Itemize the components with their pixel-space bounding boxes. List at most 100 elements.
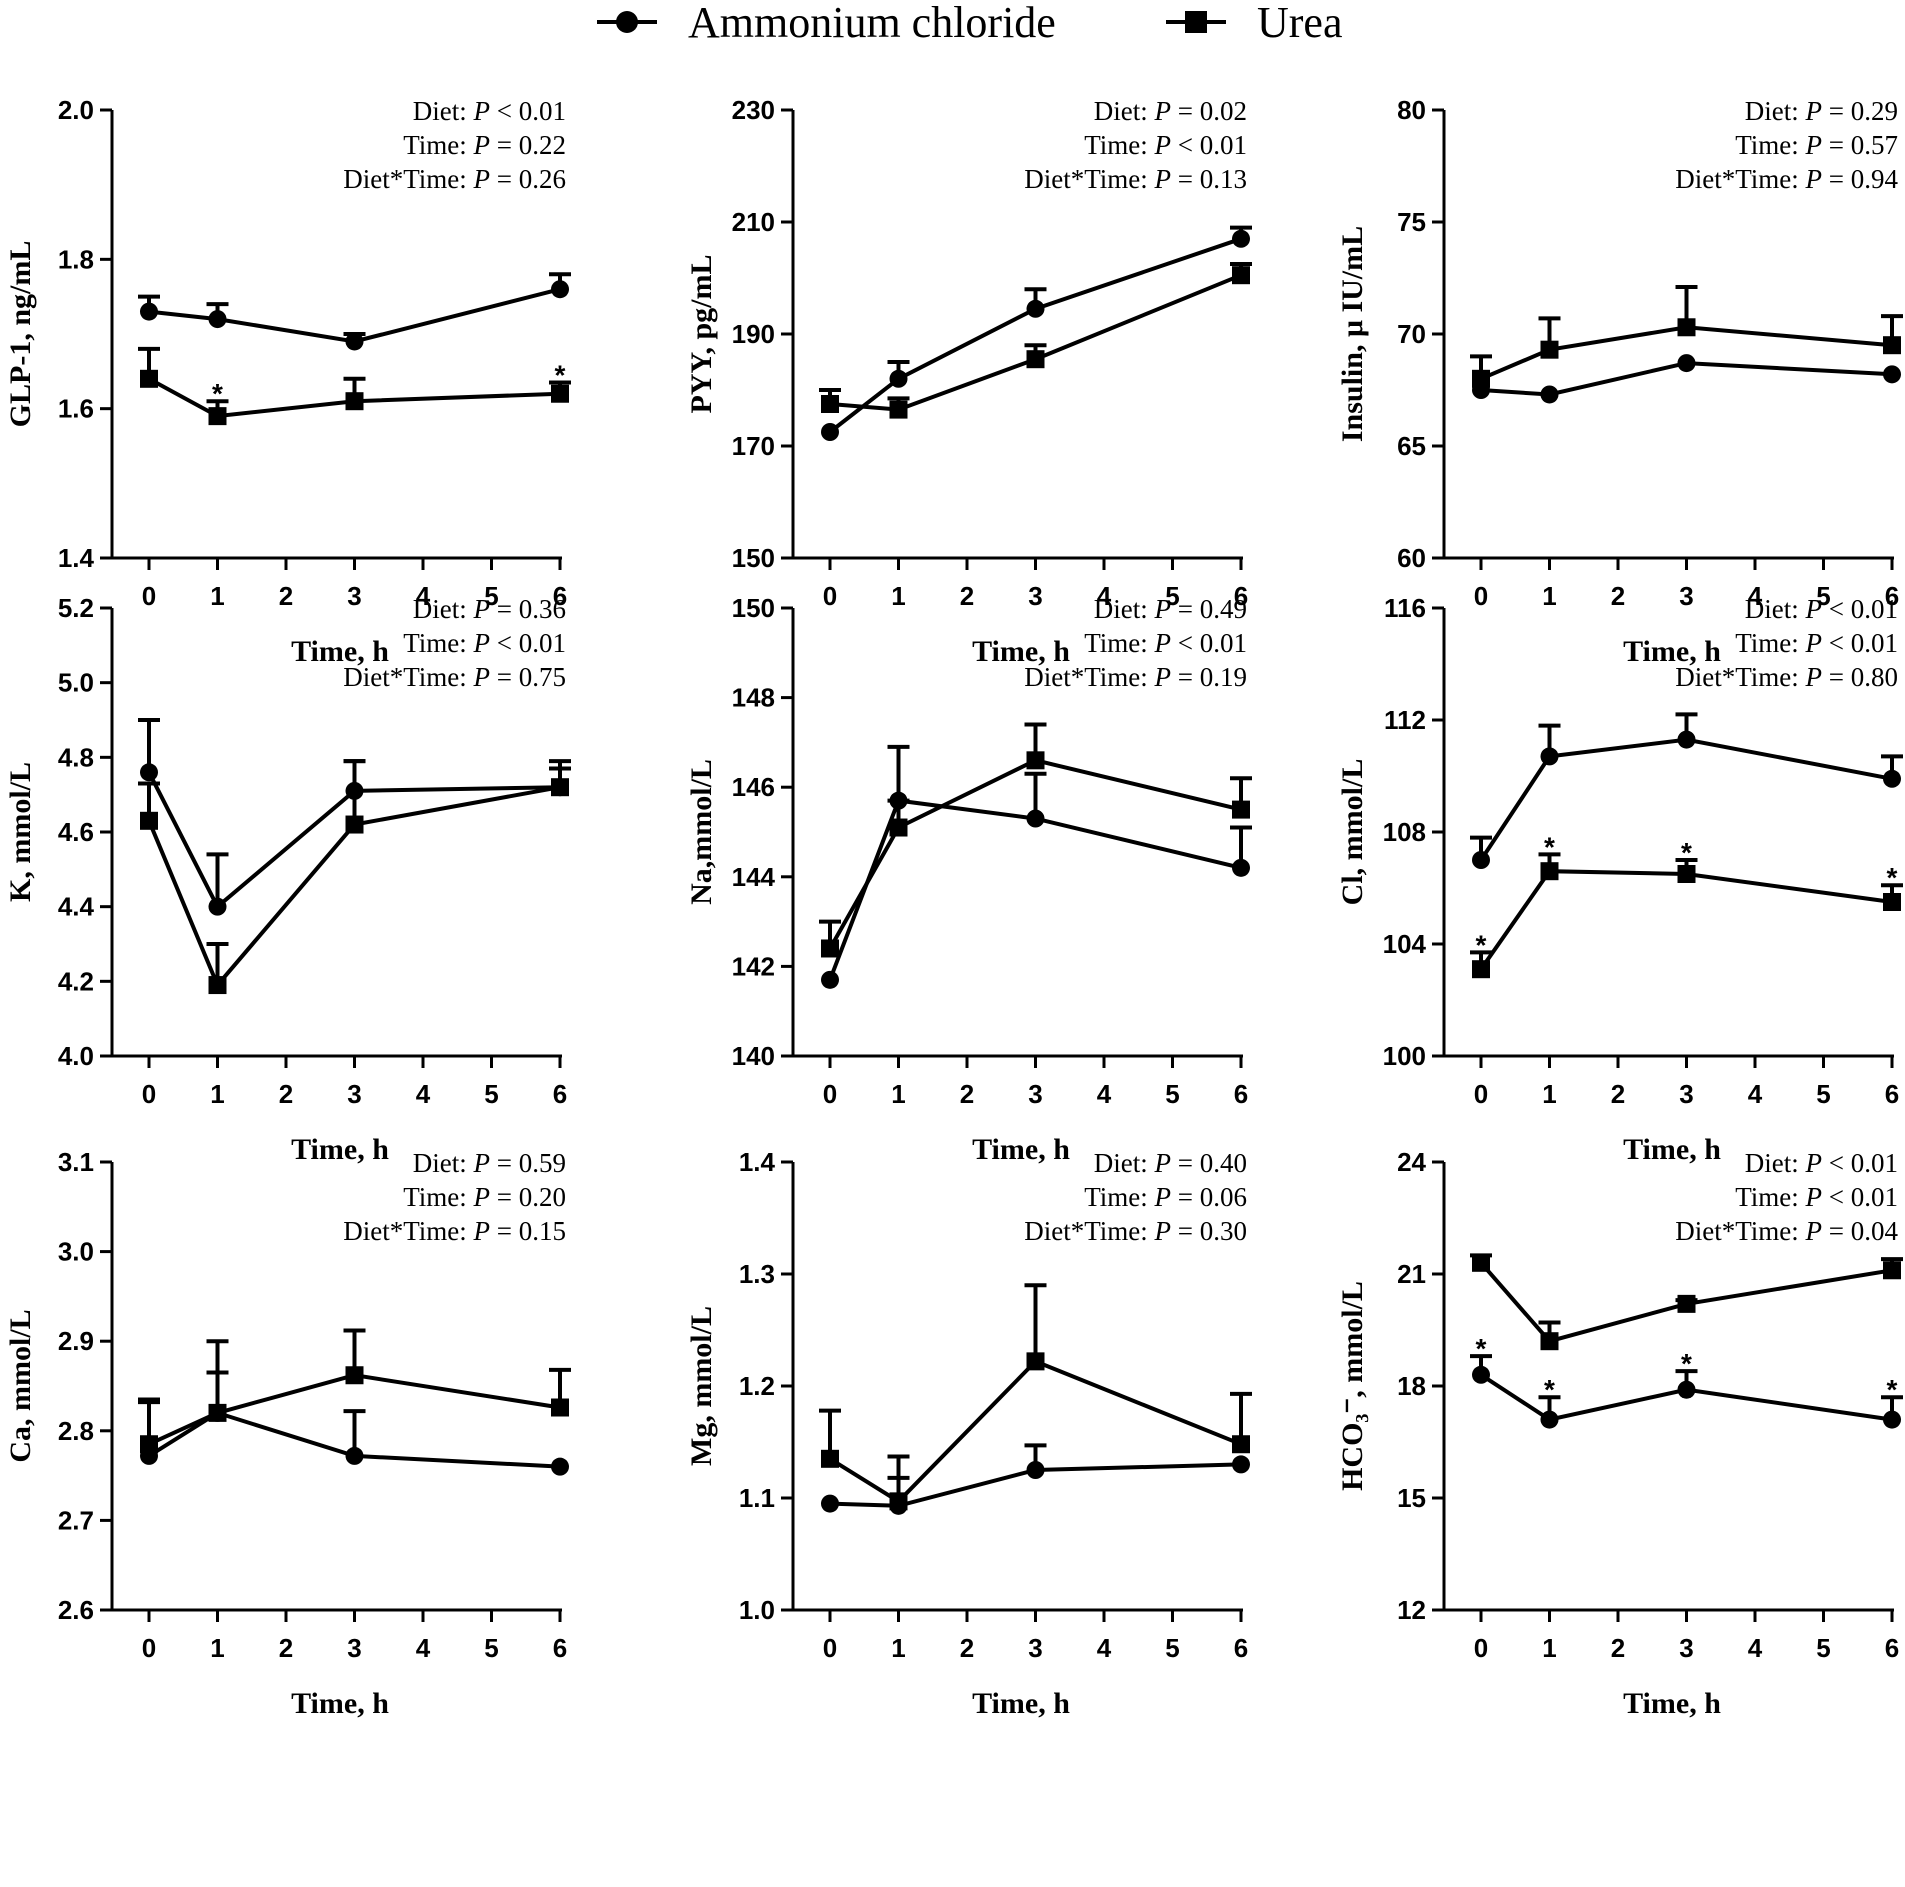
stat-value: = 0.94 [1822,164,1898,194]
x-axis-title: Time, h [972,1687,1070,1720]
x-tick-label: 5 [1816,1079,1830,1109]
x-tick-label: 3 [1028,1079,1042,1109]
y-tick-label: 150 [732,593,775,623]
x-tick-label: 1 [210,1633,224,1663]
stat-line: Time: P = 0.22 [403,130,566,160]
stat-value: = 0.06 [1171,1182,1247,1212]
x-tick-label: 2 [279,581,293,611]
stat-line: Diet*Time: P = 0.13 [1024,164,1247,194]
stat-value: = 0.75 [490,662,566,692]
data-point-circle [345,1446,364,1465]
data-point-square [1232,266,1250,285]
data-point-square [140,811,158,830]
stat-value: = 0.80 [1822,662,1898,692]
x-tick-label: 5 [1165,1633,1179,1663]
series-ammonium-chloride [821,1443,1250,1515]
stat-line: Time: P = 0.20 [403,1182,566,1212]
y-tick-label: 24 [1397,1147,1426,1177]
x-tick-label: 1 [210,1079,224,1109]
y-tick-label: 230 [732,95,775,125]
x-tick-label: 5 [484,581,498,611]
x-tick-label: 6 [553,1633,567,1663]
y-tick-label: 5.0 [58,668,94,698]
stat-p-symbol: P [1154,594,1172,624]
stat-label: Diet*Time: [343,1216,473,1246]
data-point-square [208,976,227,995]
x-tick-label: 4 [416,1079,431,1109]
x-tick-label: 0 [823,581,837,611]
x-tick-label: 6 [1234,1633,1248,1663]
x-axis-title: Time, h [972,1133,1070,1166]
data-point-square [551,778,569,797]
x-tick-label: 2 [960,1633,974,1663]
significance-marker: * [1544,831,1555,862]
stat-line: Time: P < 0.01 [1735,628,1898,658]
x-axis-title: Time, h [972,635,1070,668]
y-tick-label: 170 [732,431,775,461]
series-line-ammonium-chloride [1479,737,1893,862]
stat-label: Time: [1084,628,1154,658]
series-ammonium-chloride [1470,712,1903,869]
data-point-circle [551,1457,569,1476]
legend-entry-ammonium-chloride[interactable]: Ammonium chloride [597,0,1056,47]
x-tick-label: 0 [1474,1079,1488,1109]
stat-label: Diet: [413,96,474,126]
data-point-square [1026,1352,1045,1371]
data-point-square [821,395,839,413]
x-tick-label: 3 [1679,581,1693,611]
stat-value: = 0.40 [1171,1148,1247,1178]
y-tick-label: 4.0 [58,1041,94,1071]
stat-label: Diet: [1094,594,1155,624]
x-axis-title: Time, h [1623,1133,1721,1166]
x-tick-label: 6 [1885,1633,1899,1663]
stat-value: < 0.01 [1822,1182,1898,1212]
series-urea: * * * * [1470,831,1903,979]
series-urea [1470,284,1903,388]
y-axis-title: Mg, mmol/L [685,1306,718,1466]
x-tick-label: 1 [891,581,905,611]
series-ammonium-chloride [138,718,571,916]
y-tick-label: 144 [732,862,776,892]
y-tick-label: 2.6 [58,1595,94,1625]
stat-line: Diet*Time: P = 0.04 [1675,1216,1898,1246]
stat-line: Diet*Time: P = 0.94 [1675,164,1898,194]
x-tick-label: 0 [142,1079,156,1109]
data-point-square [1883,336,1901,355]
stat-p-symbol: P [1154,1148,1172,1178]
x-tick-label: 5 [1816,1633,1830,1663]
data-point-square [1677,1294,1696,1313]
chart-panel-insulin: 60 65 70 75 80 0 1 2 3 4 5 6 Time, h Insulin, μ IU/mL… [1336,95,1903,668]
data-point-circle [208,897,227,916]
series-ammonium-chloride [138,272,571,351]
y-axis-title: GLP-1, ng/mL [4,241,37,428]
stat-line: Diet: P < 0.01 [413,96,566,126]
data-point-square [1677,318,1696,337]
stat-label: Diet: [1745,594,1806,624]
stat-label: Diet: [1745,1148,1806,1178]
data-point-circle [1883,769,1901,788]
stat-p-symbol: P [473,662,491,692]
stat-p-symbol: P [473,1182,491,1212]
x-tick-label: 3 [1028,581,1042,611]
legend-entry-urea[interactable]: Urea [1166,0,1343,47]
series-line-urea [1480,325,1893,381]
x-tick-label: 1 [891,1079,905,1109]
y-axis-title: Cl, mmol/L [1336,759,1369,906]
data-point-circle [1540,747,1559,766]
data-point-square [345,1366,364,1385]
y-tick-label: 140 [732,1041,775,1071]
data-point-square [551,1398,569,1417]
data-point-square [1540,1332,1559,1351]
x-tick-label: 3 [1028,1633,1042,1663]
stat-line: Diet: P < 0.01 [1745,594,1898,624]
y-tick-label: 112 [1384,705,1426,735]
stat-p-symbol: P [1154,130,1172,160]
chart-panel-cl: 100 104 108 112 116 0 1 2 3 4 5 6 Time, h Cl, mmol/L D… [1336,593,1903,1166]
x-axis-title: Time, h [291,1687,389,1720]
stat-line: Diet: P = 0.02 [1094,96,1247,126]
data-point-square [1540,862,1559,881]
x-tick-label: 4 [1097,581,1112,611]
stat-value: < 0.01 [1822,628,1898,658]
stat-line: Diet*Time: P = 0.15 [343,1216,566,1246]
data-point-square [1472,960,1490,979]
